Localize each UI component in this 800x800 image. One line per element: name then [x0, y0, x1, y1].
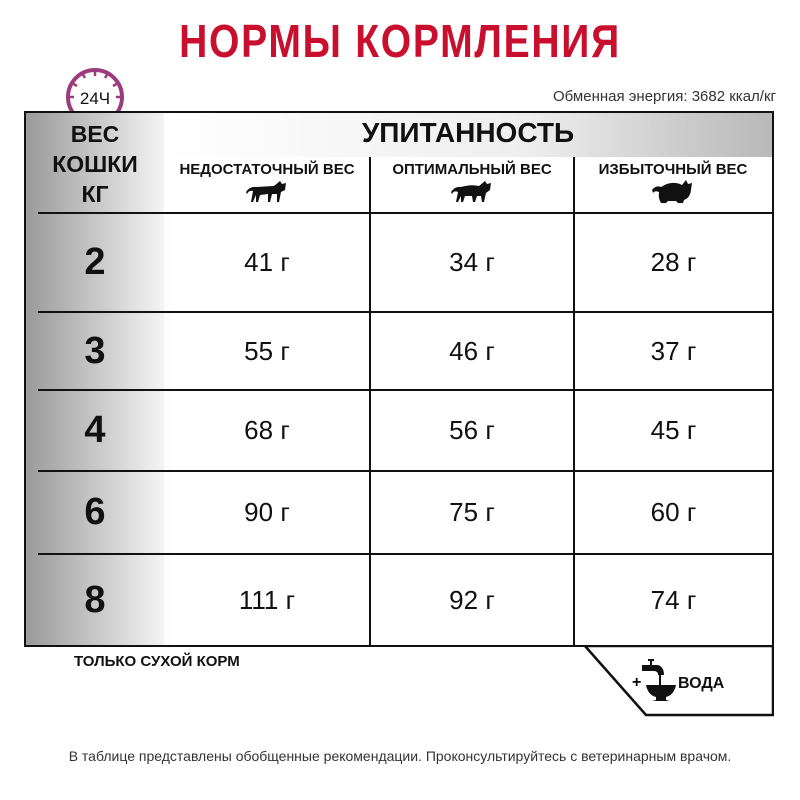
clock-label: 24Ч	[80, 89, 110, 108]
energy-info: Обменная энергия: 3682 ккал/кг	[552, 88, 776, 105]
portion-cell: 46 г	[449, 336, 495, 366]
clock-24h-icon: 24Ч	[66, 68, 124, 126]
portion-cell: 34 г	[449, 247, 495, 277]
portion-cell: 55 г	[244, 336, 290, 366]
row-weight-kg: 8	[84, 579, 106, 621]
column-header-optimal: ОПТИМАЛЬНЫЙ ВЕС	[370, 157, 574, 212]
column-label: ИЗБЫТОЧНЫЙ ВЕС	[598, 161, 748, 178]
thin-cat-icon	[246, 181, 286, 202]
water-box: +	[584, 645, 774, 717]
column-header-underweight: НЕДОСТАТОЧНЫЙ ВЕС	[164, 157, 370, 212]
condition-header: УПИТАННОСТЬ	[361, 117, 575, 148]
normal-cat-icon	[451, 181, 491, 202]
water-label: ВОДА	[678, 675, 725, 692]
portion-cell: 60 г	[650, 497, 697, 527]
portion-cell: 92 г	[449, 585, 495, 615]
portion-cell: 90 г	[244, 497, 290, 527]
weight-header-line: КОШКИ	[52, 151, 138, 177]
portion-cell: 75 г	[449, 497, 495, 527]
column-label: НЕДОСТАТОЧНЫЙ ВЕС	[179, 161, 355, 178]
column-label: ОПТИМАЛЬНЫЙ ВЕС	[392, 161, 552, 178]
portion-cell: 68 г	[244, 415, 290, 445]
feeding-table: ВЕС КОШКИ КГ УПИТАННОСТЬ НЕДОСТАТОЧНЫЙ В…	[24, 111, 774, 647]
portion-cell: 56 г	[449, 415, 495, 445]
row-weight-kg: 2	[84, 241, 106, 283]
row-weight-kg: 3	[84, 330, 106, 372]
row-divider	[38, 212, 772, 214]
column-header-overweight: ИЗБЫТОЧНЫЙ ВЕС	[574, 157, 772, 212]
row-divider	[38, 311, 772, 313]
dry-food-only-note: ТОЛЬКО СУХОЙ КОРМ	[74, 653, 240, 670]
fat-cat-icon	[652, 180, 692, 203]
weight-header: ВЕС КОШКИ КГ	[26, 119, 164, 209]
portion-cell: 37 г	[650, 336, 697, 366]
weight-column-bg	[26, 113, 164, 645]
weight-header-line: КГ	[81, 181, 109, 207]
column-divider	[369, 157, 371, 645]
header-bg	[164, 113, 772, 157]
portion-cell: 41 г	[244, 247, 290, 277]
row-divider	[38, 470, 772, 472]
portion-cell: 45 г	[650, 415, 697, 445]
row-weight-kg: 4	[84, 409, 106, 451]
column-divider	[573, 157, 575, 645]
portion-cell: 28 г	[650, 247, 697, 277]
footnote: В таблице представлены обобщенные рекоме…	[68, 748, 732, 764]
row-divider	[38, 553, 772, 555]
row-weight-kg: 6	[84, 491, 106, 533]
plus-sign: +	[632, 674, 641, 691]
page-title: НОРМЫ КОРМЛЕНИЯ	[179, 15, 621, 67]
portion-cell: 111 г	[238, 585, 296, 615]
water-bowl-icon	[642, 659, 676, 701]
row-divider	[38, 389, 772, 391]
weight-header-line: ВЕС	[70, 121, 120, 147]
portion-cell: 74 г	[650, 585, 697, 615]
